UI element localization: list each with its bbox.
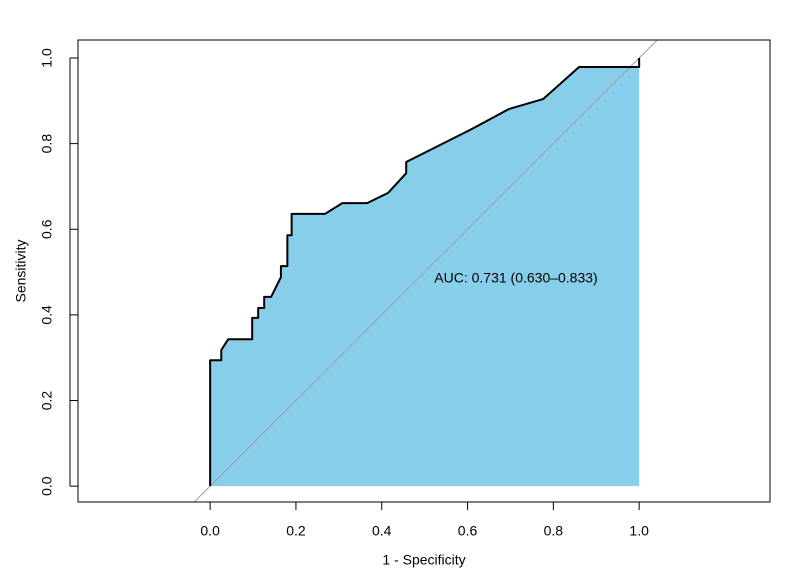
y-tick-label: 0.6 [39,219,55,239]
y-tick-label: 0.4 [39,305,55,325]
y-tick-label: 0.8 [39,134,55,154]
diagonal [193,40,658,502]
y-tick-label: 0.0 [39,476,55,496]
x-tick-label: 1.0 [629,523,649,539]
auc-annotation: AUC: 0.731 (0.630–0.833) [434,270,597,286]
y-tick-label: 0.2 [39,391,55,411]
y-tick-label: 1.0 [39,48,55,68]
roc-curve [209,57,641,487]
x-tick-label: 0.8 [544,523,564,539]
y-axis-label: Sensitivity [13,239,29,302]
x-tick-label: 0.0 [200,523,220,539]
x-axis-label: 1 - Specificity [382,552,465,568]
x-tick-label: 0.6 [458,523,478,539]
x-tick-label: 0.4 [372,523,392,539]
x-tick-label: 0.2 [286,523,306,539]
